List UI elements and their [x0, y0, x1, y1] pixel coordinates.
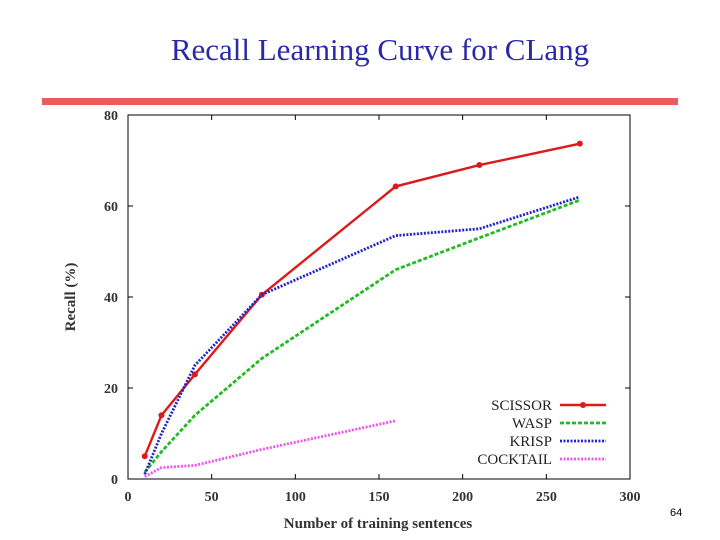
series-line-wasp	[143, 198, 581, 474]
data-point-scissor	[191, 371, 198, 378]
data-point-scissor	[392, 183, 399, 190]
x-tick-label: 100	[285, 490, 306, 505]
page-number: 64	[670, 507, 683, 519]
series-layer	[141, 140, 583, 478]
legend-label-scissor: SCISSOR	[491, 398, 552, 414]
x-tick-label: 50	[205, 490, 219, 505]
data-point-scissor	[158, 412, 165, 419]
x-tick-label: 150	[369, 490, 390, 505]
legend-marker-scissor	[580, 402, 586, 408]
legend-label-wasp: WASP	[512, 416, 552, 432]
x-tick-label: 0	[125, 490, 132, 505]
plot-area-frame	[127, 114, 631, 480]
data-point-scissor	[141, 453, 148, 460]
data-point-scissor	[476, 162, 483, 169]
series-line-krisp	[143, 195, 581, 475]
x-tick-label: 200	[452, 490, 473, 505]
data-point-scissor	[576, 140, 583, 147]
legend-label-krisp: KRISP	[509, 434, 552, 450]
legend-label-cocktail: COCKTAIL	[477, 452, 552, 468]
y-tick-label: 20	[104, 382, 118, 397]
x-tick-label: 250	[536, 490, 557, 505]
y-tick-label: 0	[111, 473, 118, 488]
legend: SCISSOR WASP KRISP COCKTAIL	[477, 398, 606, 468]
title-divider	[42, 98, 678, 105]
slide-title: Recall Learning Curve for CLang	[170, 32, 590, 67]
axis-ticks: 0 50 100 150 200 250 300 0 20 40 60 80	[104, 109, 641, 505]
y-tick-label: 40	[104, 291, 118, 306]
x-axis-label: Number of training sentences	[284, 516, 473, 532]
y-axis-label: Recall (%)	[63, 263, 79, 332]
y-tick-label: 80	[104, 109, 118, 124]
series-line-cocktail	[144, 419, 396, 478]
y-tick-label: 60	[104, 200, 118, 215]
x-tick-label: 300	[620, 490, 641, 505]
